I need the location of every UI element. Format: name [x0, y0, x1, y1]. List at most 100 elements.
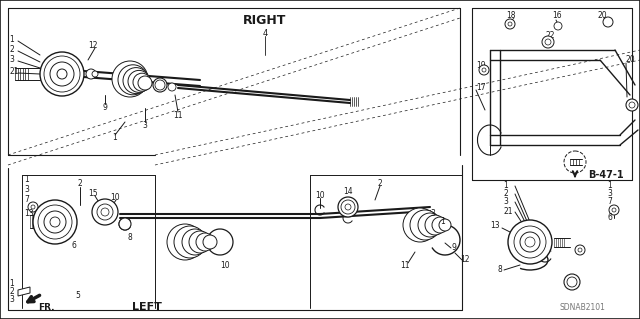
- Circle shape: [626, 99, 638, 111]
- Circle shape: [138, 76, 152, 90]
- Text: 8: 8: [497, 265, 502, 275]
- Circle shape: [505, 19, 515, 29]
- Circle shape: [57, 69, 67, 79]
- Text: 3: 3: [9, 56, 14, 64]
- Text: FR.: FR.: [38, 303, 54, 313]
- Text: 1: 1: [607, 181, 612, 189]
- Text: 20: 20: [598, 11, 607, 19]
- Circle shape: [128, 70, 150, 93]
- Circle shape: [153, 78, 167, 92]
- Text: 6: 6: [607, 213, 612, 222]
- Circle shape: [168, 83, 176, 91]
- Text: 3: 3: [430, 209, 435, 218]
- Text: 17: 17: [476, 84, 486, 93]
- Text: 1: 1: [440, 218, 445, 226]
- Text: 13: 13: [490, 220, 500, 229]
- Circle shape: [612, 208, 616, 212]
- Text: LEFT: LEFT: [132, 302, 162, 312]
- Circle shape: [182, 229, 208, 255]
- Circle shape: [28, 202, 38, 212]
- Circle shape: [629, 102, 635, 108]
- Text: 21: 21: [503, 206, 513, 216]
- Circle shape: [119, 218, 131, 230]
- Circle shape: [38, 205, 72, 239]
- Text: 11: 11: [173, 110, 183, 120]
- Text: 4: 4: [262, 28, 268, 38]
- Circle shape: [542, 36, 554, 48]
- Text: 10: 10: [110, 192, 120, 202]
- Circle shape: [40, 52, 84, 96]
- Text: 3: 3: [503, 197, 508, 205]
- Circle shape: [50, 217, 60, 227]
- Circle shape: [86, 69, 96, 79]
- Circle shape: [155, 80, 165, 90]
- Circle shape: [92, 199, 118, 225]
- Text: 22: 22: [545, 31, 554, 40]
- Text: 2: 2: [503, 189, 508, 197]
- Circle shape: [112, 61, 148, 97]
- Text: 16: 16: [552, 11, 562, 19]
- Circle shape: [403, 208, 437, 242]
- Circle shape: [92, 71, 98, 77]
- Text: 18: 18: [506, 11, 515, 19]
- Circle shape: [203, 235, 217, 249]
- Circle shape: [167, 224, 203, 260]
- Text: 7: 7: [607, 197, 612, 205]
- Circle shape: [31, 205, 35, 209]
- Text: 6: 6: [72, 241, 77, 249]
- Circle shape: [50, 62, 74, 86]
- Circle shape: [482, 68, 486, 72]
- Text: 2: 2: [378, 179, 382, 188]
- Text: RIGHT: RIGHT: [243, 13, 287, 26]
- Circle shape: [575, 245, 585, 255]
- Text: 2: 2: [9, 46, 13, 55]
- Text: 15: 15: [88, 189, 98, 197]
- Text: 10: 10: [315, 190, 325, 199]
- Text: 14: 14: [343, 188, 353, 197]
- Circle shape: [410, 210, 440, 240]
- Circle shape: [567, 277, 577, 287]
- Text: 5: 5: [75, 291, 80, 300]
- Text: 7: 7: [24, 196, 29, 204]
- Circle shape: [514, 226, 546, 258]
- Circle shape: [479, 65, 489, 75]
- Text: 2: 2: [9, 286, 13, 295]
- Circle shape: [345, 204, 351, 210]
- Circle shape: [609, 205, 619, 215]
- Circle shape: [554, 22, 562, 30]
- Circle shape: [44, 211, 66, 233]
- Circle shape: [425, 215, 445, 235]
- Text: 3: 3: [24, 186, 29, 195]
- Text: 20: 20: [625, 56, 635, 64]
- Text: 12: 12: [88, 41, 97, 49]
- Text: 1: 1: [24, 175, 29, 184]
- Circle shape: [341, 200, 355, 214]
- Text: 3: 3: [607, 189, 612, 197]
- Circle shape: [44, 56, 80, 92]
- Circle shape: [432, 217, 448, 233]
- Polygon shape: [18, 287, 30, 296]
- Text: 19: 19: [476, 61, 486, 70]
- Circle shape: [578, 248, 582, 252]
- Circle shape: [174, 226, 206, 258]
- Circle shape: [101, 208, 109, 216]
- Text: 1: 1: [9, 278, 13, 287]
- Circle shape: [33, 200, 77, 244]
- Text: 3: 3: [9, 294, 14, 303]
- Circle shape: [418, 213, 442, 237]
- Circle shape: [508, 22, 512, 26]
- Text: 9: 9: [452, 243, 457, 253]
- Circle shape: [338, 197, 358, 217]
- Text: 12: 12: [460, 256, 470, 264]
- Text: SDNAB2101: SDNAB2101: [560, 303, 606, 313]
- Circle shape: [520, 232, 540, 252]
- Text: 2: 2: [77, 179, 83, 188]
- Text: B-47-1: B-47-1: [588, 170, 623, 180]
- Text: 1: 1: [9, 35, 13, 44]
- Text: 3: 3: [143, 121, 147, 130]
- Circle shape: [603, 17, 613, 27]
- Text: 11: 11: [400, 261, 410, 270]
- Text: 10: 10: [220, 261, 230, 270]
- Circle shape: [508, 220, 552, 264]
- Circle shape: [525, 237, 535, 247]
